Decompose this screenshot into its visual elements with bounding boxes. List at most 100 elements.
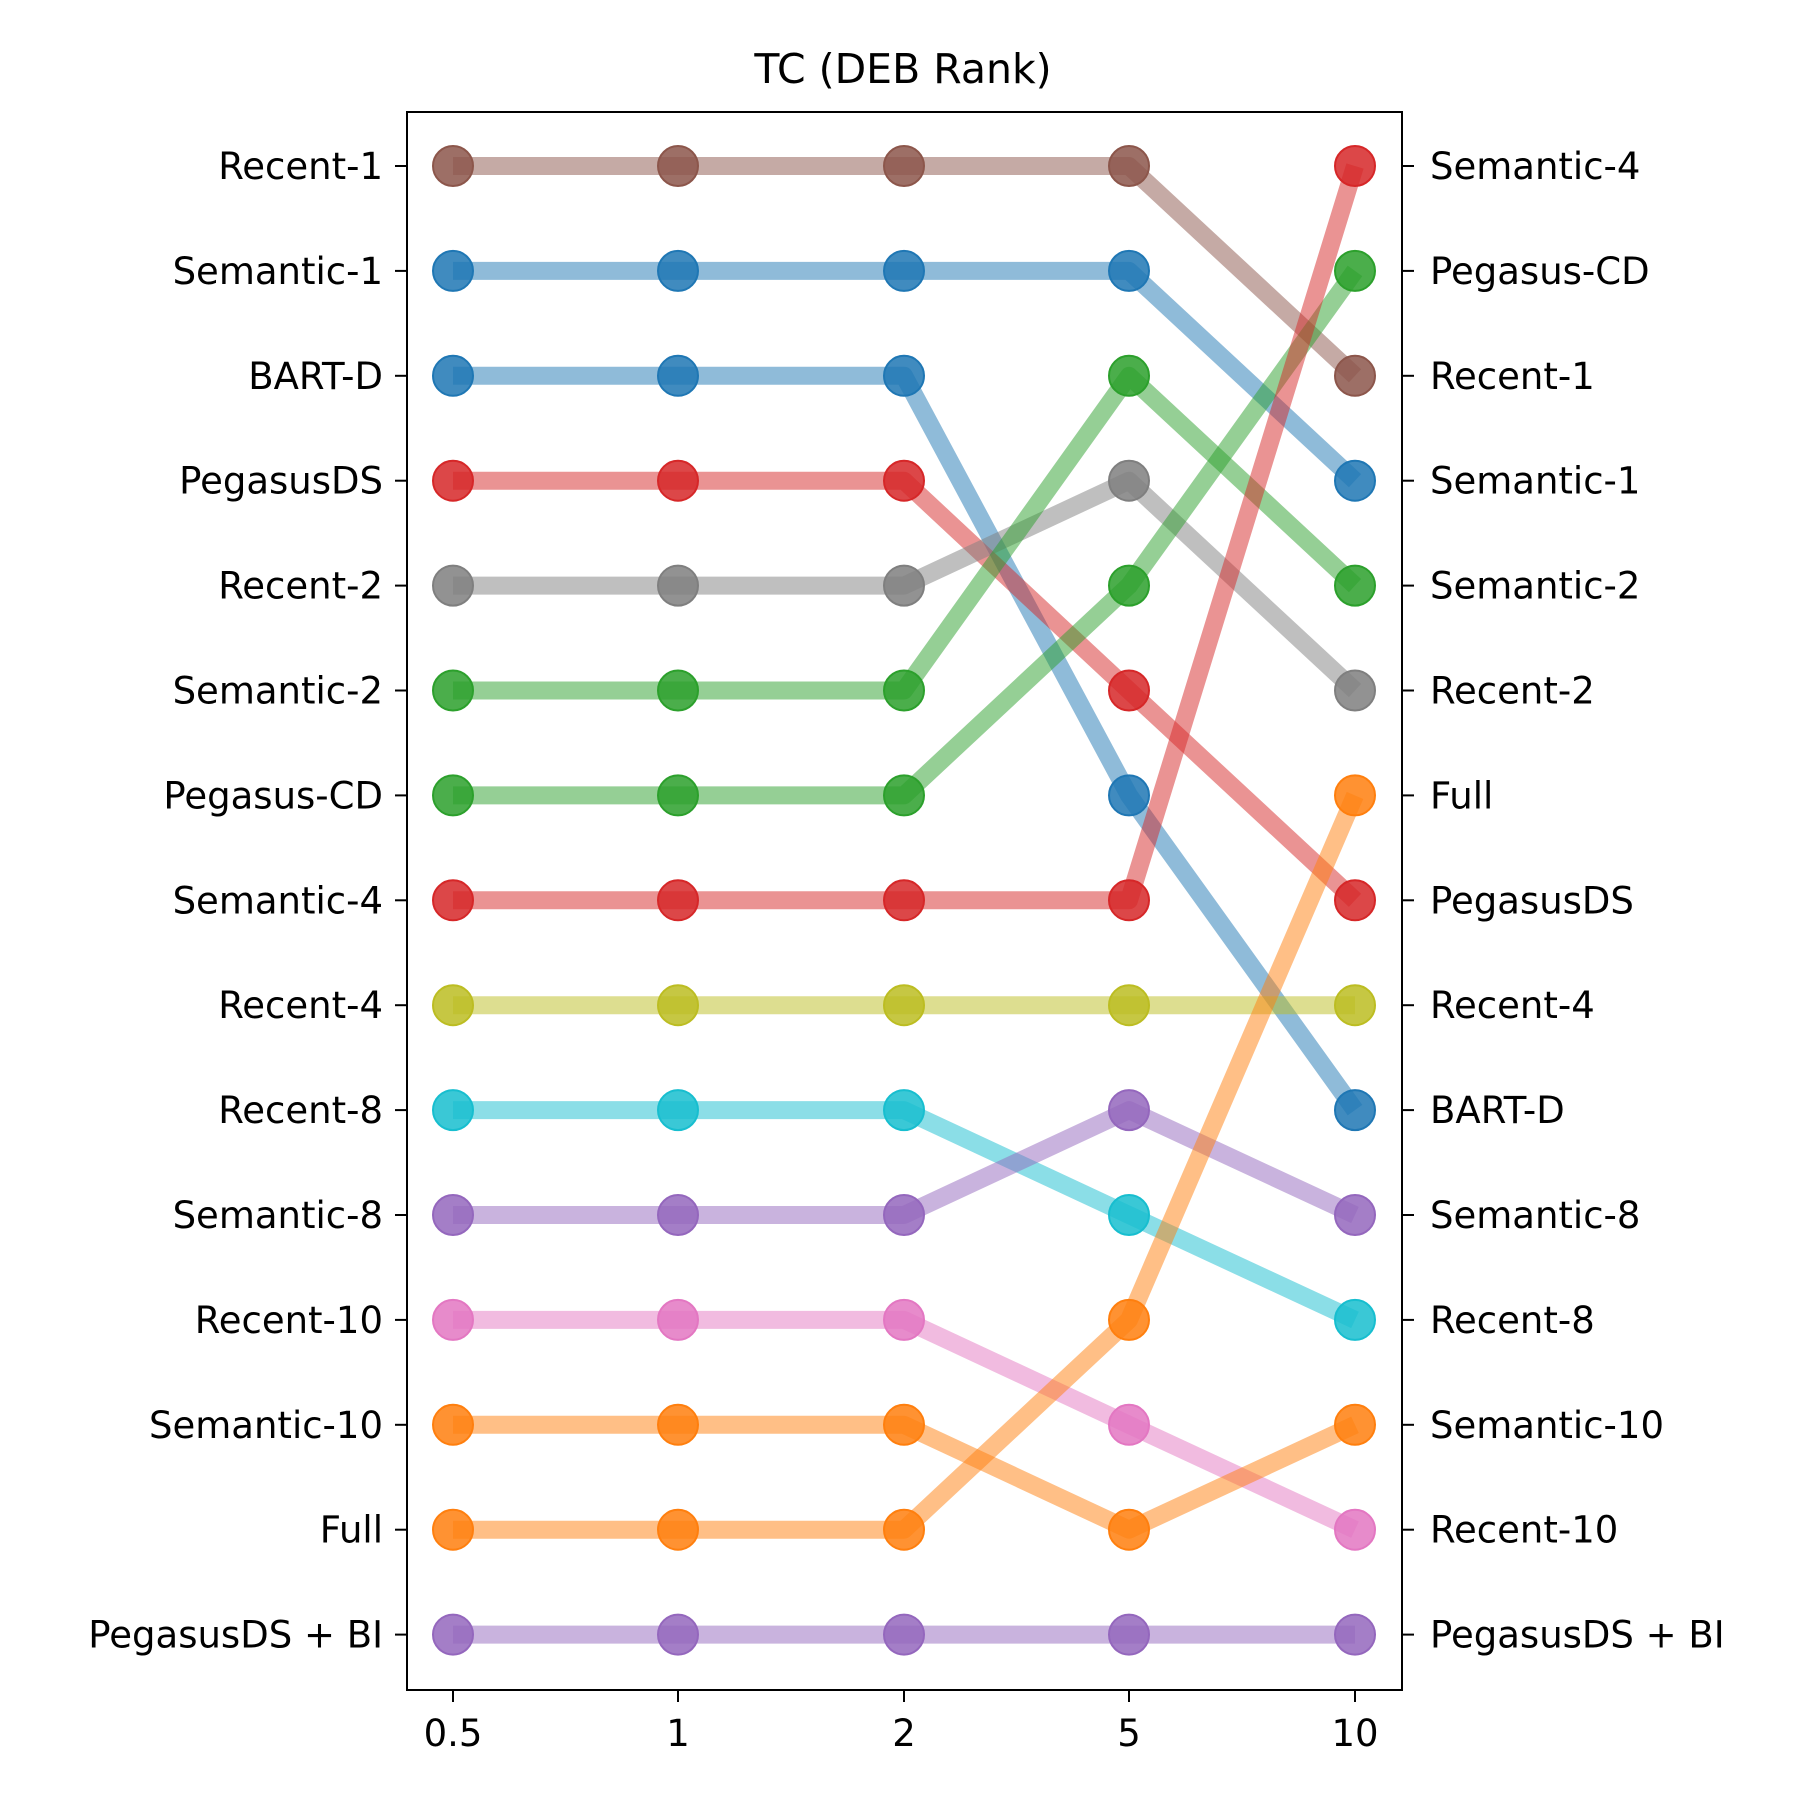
data-point-s11-x1 bbox=[432, 1194, 474, 1236]
data-point-s15-x1 bbox=[432, 1613, 474, 1656]
data-point-s7-x3 bbox=[883, 774, 925, 817]
data-point-s9-x4 bbox=[1108, 984, 1150, 1027]
data-point-s13-x5 bbox=[1334, 1403, 1376, 1446]
chart-title: TC (DEB Rank) bbox=[753, 45, 1051, 93]
left-y-tick-label: Semantic-1 bbox=[173, 250, 383, 293]
data-point-s6-x1 bbox=[432, 669, 474, 712]
axes: 0.5 1 2 5 10 Recent-1 Semantic-1 BART-D PegasusD… bbox=[88, 111, 1725, 1755]
data-point-s11-x4 bbox=[1108, 1089, 1150, 1132]
data-point-s4-x2 bbox=[657, 459, 699, 502]
right-y-tick-label: Recent-1 bbox=[1430, 355, 1595, 398]
data-point-s6-x2 bbox=[657, 669, 699, 712]
data-point-s1-x4 bbox=[1108, 145, 1150, 187]
data-point-s2-x5 bbox=[1334, 459, 1376, 502]
data-point-s7-x1 bbox=[432, 774, 474, 817]
data-point-s14-x3 bbox=[883, 1508, 925, 1551]
data-point-s4-x4 bbox=[1108, 669, 1150, 712]
data-point-s4-x5 bbox=[1334, 879, 1376, 922]
data-point-s9-x5 bbox=[1334, 984, 1376, 1027]
data-point-s1-x5 bbox=[1334, 354, 1376, 397]
data-point-s9-x3 bbox=[883, 984, 925, 1027]
x-tick-label: 5 bbox=[1117, 1712, 1141, 1755]
left-y-tick-label: Semantic-10 bbox=[149, 1404, 383, 1447]
right-y-tick-label: Recent-8 bbox=[1430, 1299, 1595, 1342]
data-point-s5-x5 bbox=[1334, 669, 1376, 712]
right-y-tick-label: Recent-10 bbox=[1430, 1509, 1618, 1552]
right-y-tick-label: BART-D bbox=[1430, 1089, 1565, 1132]
data-point-s9-x2 bbox=[657, 984, 699, 1027]
data-point-s3-x4 bbox=[1108, 774, 1150, 817]
right-y-tick-label: Recent-2 bbox=[1430, 670, 1595, 713]
data-point-s1-x1 bbox=[432, 145, 474, 187]
left-y-tick-label: Semantic-2 bbox=[173, 670, 383, 713]
left-y-tick-label: Recent-8 bbox=[218, 1089, 383, 1132]
data-point-s5-x4 bbox=[1108, 459, 1150, 502]
data-point-s15-x3 bbox=[883, 1613, 925, 1656]
data-point-s10-x2 bbox=[657, 1089, 699, 1132]
data-point-s10-x5 bbox=[1334, 1298, 1376, 1341]
data-point-s14-x1 bbox=[432, 1508, 474, 1551]
data-point-s12-x1 bbox=[432, 1298, 474, 1341]
left-y-tick-label: Recent-4 bbox=[218, 984, 383, 1027]
data-point-s15-x2 bbox=[657, 1613, 699, 1656]
data-point-s6-x4 bbox=[1108, 354, 1150, 397]
series-markers bbox=[432, 145, 1376, 1656]
data-point-s12-x5 bbox=[1334, 1508, 1376, 1551]
data-point-s13-x2 bbox=[657, 1403, 699, 1446]
right-y-tick-label: Semantic-4 bbox=[1430, 145, 1640, 188]
data-point-s8-x2 bbox=[657, 879, 699, 922]
data-point-s8-x3 bbox=[883, 879, 925, 922]
data-point-s12-x4 bbox=[1108, 1403, 1150, 1446]
data-point-s1-x2 bbox=[657, 145, 699, 187]
x-tick-label: 1 bbox=[666, 1712, 690, 1755]
left-y-tick-label: Semantic-8 bbox=[173, 1194, 383, 1237]
x-tick-label: 0.5 bbox=[424, 1712, 483, 1755]
left-y-tick-label: Recent-10 bbox=[195, 1299, 383, 1342]
right-y-tick-label: Recent-4 bbox=[1430, 984, 1595, 1027]
left-y-tick-label: PegasusDS + BI bbox=[88, 1614, 383, 1657]
data-point-s2-x4 bbox=[1108, 249, 1150, 292]
data-point-s14-x5 bbox=[1334, 774, 1376, 817]
data-point-s13-x1 bbox=[432, 1403, 474, 1446]
right-y-tick-label: Semantic-10 bbox=[1430, 1404, 1664, 1447]
data-point-s5-x3 bbox=[883, 564, 925, 607]
data-point-s11-x5 bbox=[1334, 1194, 1376, 1236]
data-point-s12-x2 bbox=[657, 1298, 699, 1341]
data-point-s2-x3 bbox=[883, 249, 925, 292]
data-point-s15-x5 bbox=[1334, 1613, 1376, 1656]
data-point-s7-x5 bbox=[1334, 249, 1376, 292]
data-point-s8-x5 bbox=[1334, 145, 1376, 187]
data-point-s2-x2 bbox=[657, 249, 699, 292]
data-point-s11-x2 bbox=[657, 1194, 699, 1236]
data-point-s10-x3 bbox=[883, 1089, 925, 1132]
data-point-s2-x1 bbox=[432, 249, 474, 292]
data-point-s7-x2 bbox=[657, 774, 699, 817]
data-point-s10-x1 bbox=[432, 1089, 474, 1132]
right-y-tick-label: Semantic-8 bbox=[1430, 1194, 1640, 1237]
data-point-s8-x1 bbox=[432, 879, 474, 922]
data-point-s11-x3 bbox=[883, 1194, 925, 1236]
data-point-s8-x4 bbox=[1108, 879, 1150, 922]
data-point-s3-x2 bbox=[657, 354, 699, 397]
data-point-s7-x4 bbox=[1108, 564, 1150, 607]
data-point-s14-x4 bbox=[1108, 1298, 1150, 1341]
data-point-s15-x4 bbox=[1108, 1613, 1150, 1656]
data-point-s10-x4 bbox=[1108, 1194, 1150, 1236]
data-point-s4-x3 bbox=[883, 459, 925, 502]
left-y-tick-label: Recent-1 bbox=[218, 145, 383, 188]
left-y-tick-label: BART-D bbox=[248, 355, 383, 398]
left-y-tick-label: Pegasus-CD bbox=[163, 774, 383, 817]
left-y-tick-label: PegasusDS bbox=[179, 460, 383, 503]
data-point-s1-x3 bbox=[883, 145, 925, 187]
data-point-s5-x1 bbox=[432, 564, 474, 607]
x-tick-label: 2 bbox=[892, 1712, 916, 1755]
data-point-s6-x5 bbox=[1334, 564, 1376, 607]
data-point-s9-x1 bbox=[432, 984, 474, 1027]
data-point-s13-x4 bbox=[1108, 1508, 1150, 1551]
data-point-s14-x2 bbox=[657, 1508, 699, 1551]
data-point-s13-x3 bbox=[883, 1403, 925, 1446]
data-point-s12-x3 bbox=[883, 1298, 925, 1341]
left-y-tick-label: Recent-2 bbox=[218, 565, 383, 608]
